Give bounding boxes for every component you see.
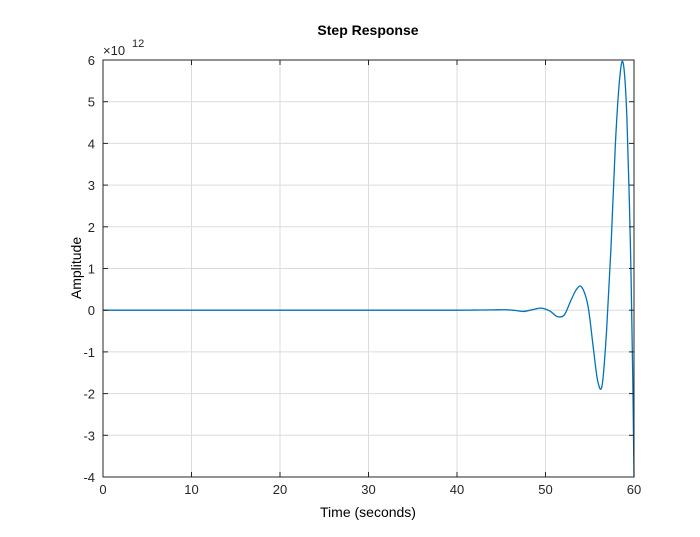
x-tick-label: 60 bbox=[627, 482, 641, 497]
y-tick-label: 0 bbox=[88, 303, 95, 318]
y-tick-label: -4 bbox=[83, 470, 95, 485]
y-tick-label: 1 bbox=[88, 262, 95, 277]
x-tick-label: 10 bbox=[184, 482, 198, 497]
grid-layer bbox=[103, 60, 634, 477]
x-tick-label: 0 bbox=[99, 482, 106, 497]
x-tick-label: 20 bbox=[273, 482, 287, 497]
x-tick-label: 50 bbox=[538, 482, 552, 497]
y-tick-label: 3 bbox=[88, 178, 95, 193]
series-layer bbox=[103, 60, 635, 478]
y-tick-label: 6 bbox=[88, 53, 95, 68]
ticks-layer bbox=[102, 59, 635, 478]
y-exponent: ×10 12 bbox=[103, 38, 144, 58]
chart-title: Step Response bbox=[317, 22, 418, 38]
step-response-line bbox=[103, 60, 635, 478]
y-tick-label: 4 bbox=[88, 136, 95, 151]
y-exponent-power: 12 bbox=[132, 38, 144, 50]
tick-labels-layer: 0 10 20 30 40 50 60 -4 -3 -2 -1 0 1 2 3 4 5 6 bbox=[83, 53, 641, 497]
x-tick-label: 30 bbox=[361, 482, 375, 497]
x-tick-label: 40 bbox=[450, 482, 464, 497]
y-tick-label: 5 bbox=[88, 95, 95, 110]
y-tick-label: -1 bbox=[83, 345, 95, 360]
x-axis-label: Time (seconds) bbox=[320, 504, 416, 520]
y-tick-label: -2 bbox=[83, 387, 95, 402]
y-tick-label: -3 bbox=[83, 428, 95, 443]
y-exponent-base: ×10 bbox=[103, 43, 125, 58]
y-tick-label: 2 bbox=[88, 220, 95, 235]
y-axis-label: Amplitude bbox=[68, 237, 84, 299]
